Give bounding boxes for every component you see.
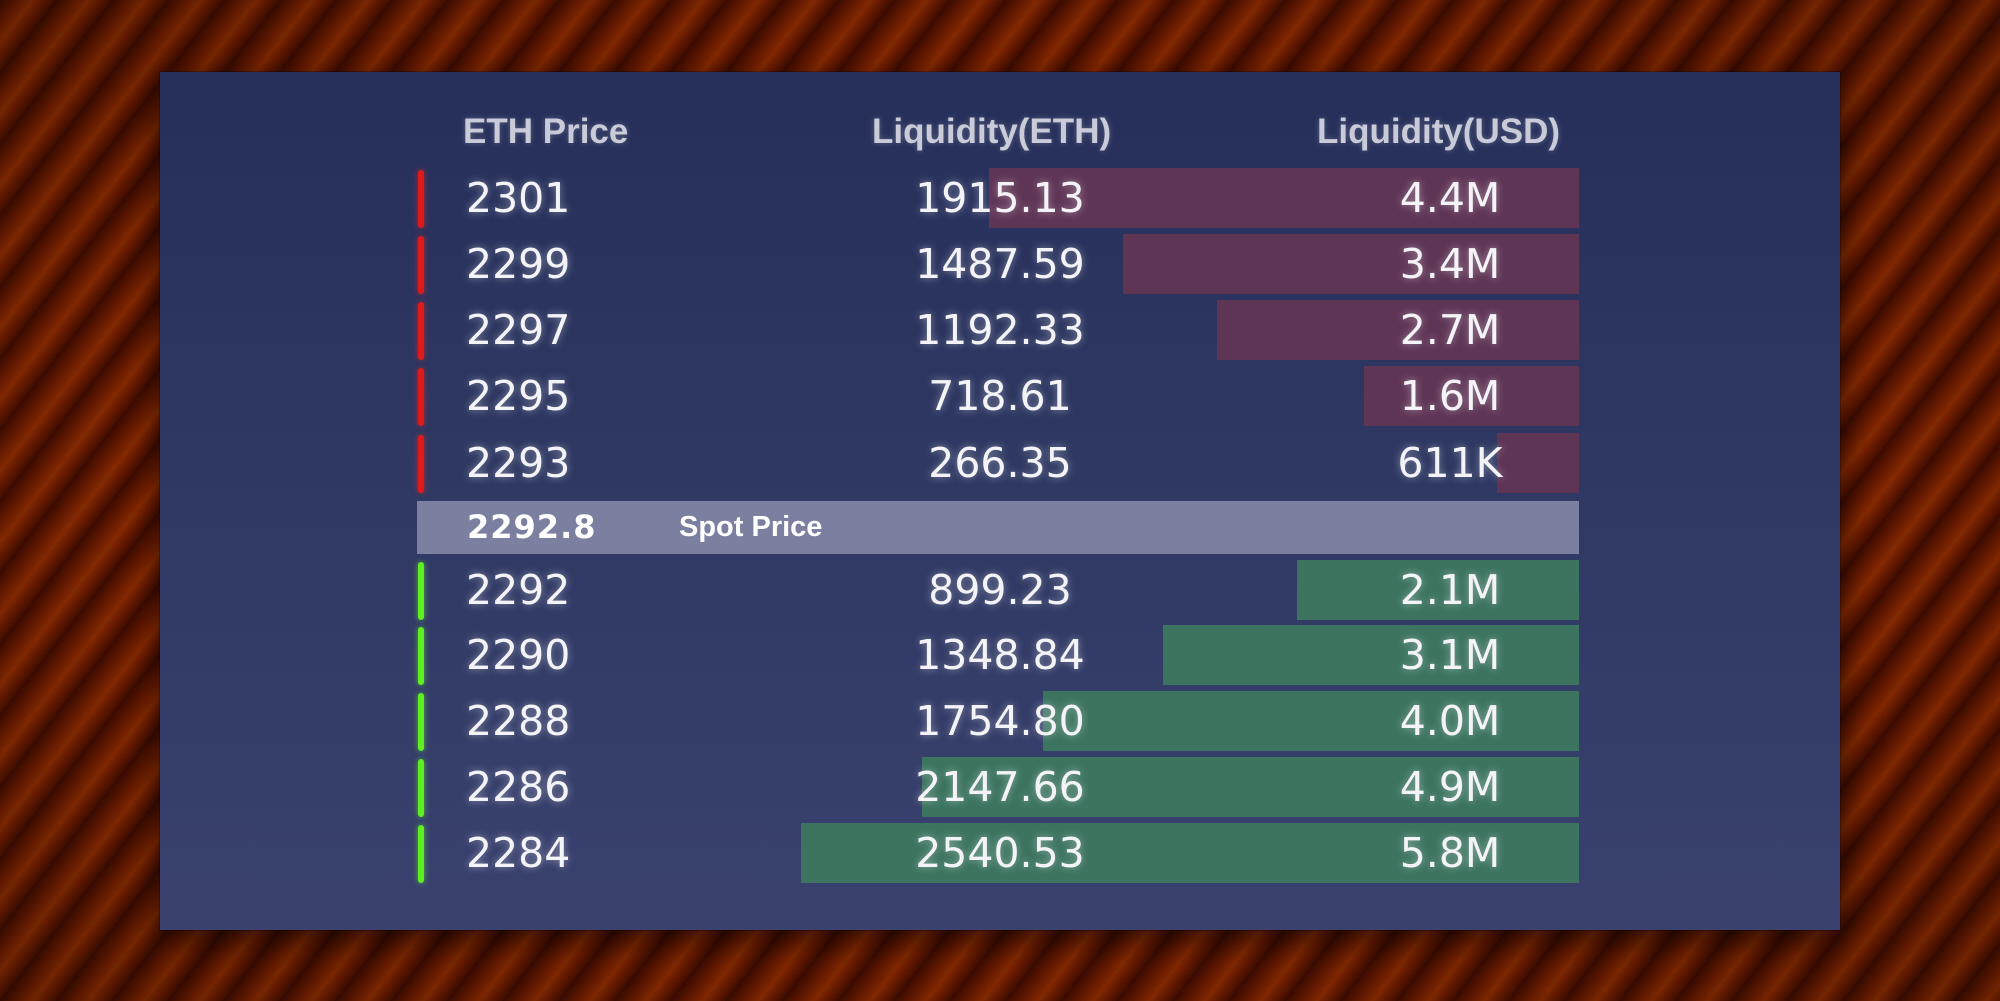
ask-depth-bar: [989, 168, 1579, 228]
bid-price: 2288: [466, 697, 571, 745]
spot-price-label: Spot Price: [679, 511, 823, 543]
bid-liquidity-usd: 5.8M: [1399, 829, 1501, 877]
ask-liquidity-usd: 611K: [1397, 439, 1503, 487]
bid-liquidity-usd: 2.1M: [1399, 566, 1501, 614]
ask-price: 2299: [466, 240, 571, 288]
bid-side-marker: [418, 759, 424, 817]
ask-row: 2293 266.35 611K: [0, 433, 2000, 493]
header-eth-price: ETH Price: [463, 112, 629, 151]
spot-price-value: 2292.8: [467, 508, 597, 546]
ask-row: 2297 1192.33 2.7M: [0, 300, 2000, 360]
bid-liquidity-eth: 2540.53: [915, 829, 1085, 877]
bid-depth-bar: [1297, 560, 1579, 620]
bid-side-marker: [418, 562, 424, 620]
bid-depth-bar: [1163, 625, 1579, 685]
ask-row: 2295 718.61 1.6M: [0, 366, 2000, 426]
ask-liquidity-eth: 1915.13: [915, 174, 1085, 222]
bid-liquidity-eth: 1754.80: [915, 697, 1085, 745]
bid-liquidity-usd: 4.0M: [1399, 697, 1501, 745]
bid-depth-bar: [801, 823, 1579, 883]
bid-row: 2286 2147.66 4.9M: [0, 757, 2000, 817]
bid-row: 2284 2540.53 5.8M: [0, 823, 2000, 883]
ask-price: 2301: [466, 174, 571, 222]
bid-row: 2292 899.23 2.1M: [0, 560, 2000, 620]
ask-liquidity-usd: 1.6M: [1399, 372, 1501, 420]
bid-price: 2284: [466, 829, 571, 877]
ask-depth-bar: [1497, 433, 1579, 493]
ask-liquidity-eth: 1192.33: [915, 306, 1085, 354]
ask-liquidity-usd: 2.7M: [1399, 306, 1501, 354]
ask-row: 2301 1915.13 4.4M: [0, 168, 2000, 228]
ask-liquidity-usd: 3.4M: [1399, 240, 1501, 288]
ask-price: 2295: [466, 372, 571, 420]
bid-price: 2286: [466, 763, 571, 811]
ask-price: 2297: [466, 306, 571, 354]
bid-price: 2290: [466, 631, 571, 679]
header-liquidity-usd: Liquidity(USD): [1317, 112, 1561, 151]
ask-liquidity-usd: 4.4M: [1399, 174, 1501, 222]
bid-liquidity-eth: 899.23: [928, 566, 1072, 614]
ask-depth-bar: [1364, 366, 1579, 426]
ask-side-marker: [418, 368, 424, 426]
bid-row: 2290 1348.84 3.1M: [0, 625, 2000, 685]
bid-liquidity-usd: 4.9M: [1399, 763, 1501, 811]
bid-liquidity-usd: 3.1M: [1399, 631, 1501, 679]
bid-side-marker: [418, 627, 424, 685]
ask-side-marker: [418, 435, 424, 493]
ask-side-marker: [418, 170, 424, 228]
bid-depth-bar: [1043, 691, 1579, 751]
ask-liquidity-eth: 266.35: [928, 439, 1072, 487]
header-liquidity-eth: Liquidity(ETH): [872, 112, 1112, 151]
ask-depth-bar: [1217, 300, 1579, 360]
bid-price: 2292: [466, 566, 571, 614]
bid-side-marker: [418, 693, 424, 751]
ask-price: 2293: [466, 439, 571, 487]
bid-depth-bar: [922, 757, 1579, 817]
ask-liquidity-eth: 1487.59: [915, 240, 1085, 288]
spot-price-row: 2292.8 Spot Price: [417, 501, 1579, 554]
ask-liquidity-eth: 718.61: [928, 372, 1072, 420]
bid-liquidity-eth: 2147.66: [915, 763, 1085, 811]
ask-depth-bar: [1123, 234, 1579, 294]
ask-side-marker: [418, 302, 424, 360]
bid-side-marker: [418, 825, 424, 883]
bid-liquidity-eth: 1348.84: [915, 631, 1085, 679]
bid-row: 2288 1754.80 4.0M: [0, 691, 2000, 751]
ask-side-marker: [418, 236, 424, 294]
ask-row: 2299 1487.59 3.4M: [0, 234, 2000, 294]
